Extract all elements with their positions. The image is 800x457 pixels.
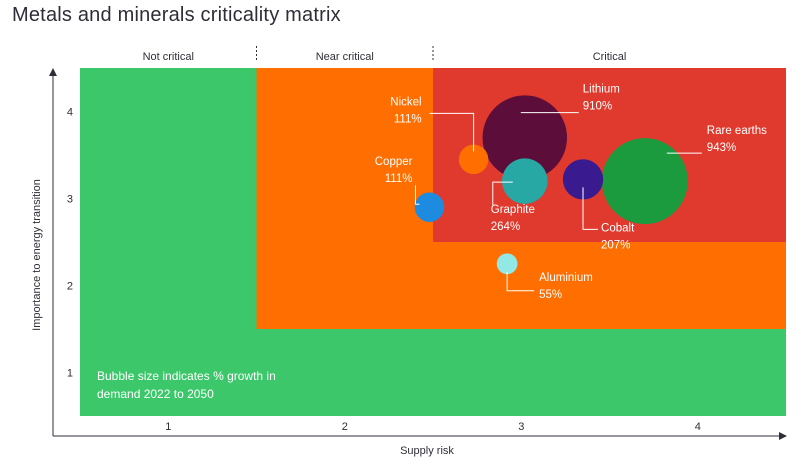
x-tick-label: 1 <box>165 421 171 433</box>
y-tick-label: 2 <box>67 281 73 293</box>
category-label: Critical <box>593 51 627 63</box>
bubble-copper <box>414 192 445 222</box>
point-name-label: Rare earths <box>707 125 767 137</box>
chart-title: Metals and minerals criticality matrix <box>12 4 341 26</box>
x-tick-label: 3 <box>518 421 524 433</box>
y-axis-arrow <box>49 68 57 76</box>
point-value-label: 111% <box>394 113 422 125</box>
category-label: Near critical <box>316 51 374 63</box>
y-axis-label: Importance to energy transition <box>31 179 43 331</box>
leader-line <box>582 187 599 230</box>
point-value-label: 264% <box>491 221 520 233</box>
leader-line <box>414 185 420 205</box>
bubble-lithium <box>482 95 568 180</box>
bubble-rare-earths <box>601 138 688 225</box>
category-label: Not critical <box>143 51 194 63</box>
bubble-graphite <box>502 158 548 204</box>
bubble-size-note: Bubble size indicates % growth in <box>97 369 276 383</box>
point-value-label: 55% <box>539 289 562 301</box>
y-tick-label: 4 <box>67 107 73 119</box>
leader-line <box>429 112 475 152</box>
point-name-label: Lithium <box>583 84 620 96</box>
bubble-size-note: demand 2022 to 2050 <box>97 387 214 401</box>
leader-line <box>492 181 513 206</box>
point-value-label: 910% <box>583 101 612 113</box>
point-name-label: Copper <box>375 156 413 168</box>
x-axis-arrow <box>779 432 787 440</box>
y-tick-label: 1 <box>67 368 73 380</box>
x-tick-label: 2 <box>342 421 348 433</box>
y-tick-label: 3 <box>67 194 73 206</box>
point-name-label: Cobalt <box>601 222 635 234</box>
bubble-aluminium <box>496 253 518 275</box>
region-near-critical-band <box>433 242 786 329</box>
point-name-label: Aluminium <box>539 272 593 284</box>
point-value-label: 207% <box>601 239 630 251</box>
leader-line <box>506 271 535 292</box>
bubble-cobalt <box>562 159 604 200</box>
point-value-label: 943% <box>707 142 736 154</box>
x-tick-label: 4 <box>695 421 701 433</box>
point-value-label: 111% <box>385 173 413 185</box>
point-name-label: Nickel <box>390 96 421 108</box>
x-axis-label: Supply risk <box>400 445 454 457</box>
bubble-nickel <box>458 144 489 175</box>
point-name-label: Graphite <box>491 204 535 216</box>
